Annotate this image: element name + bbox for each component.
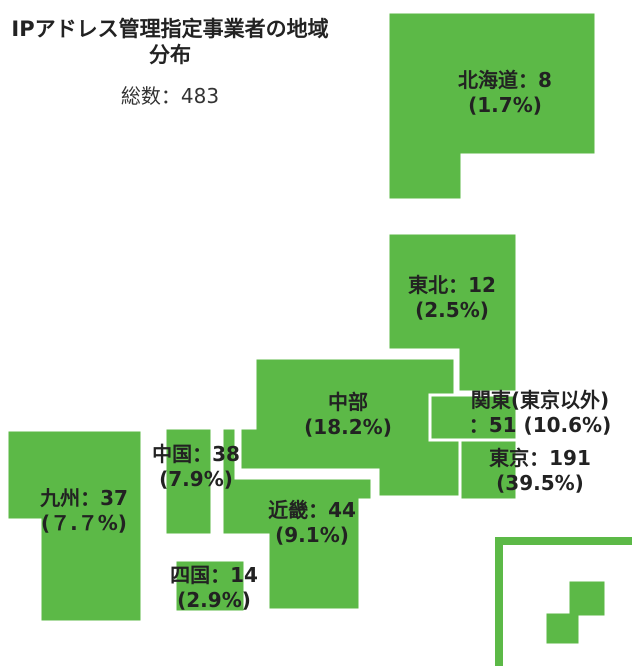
label-line: (７.７%) [41, 511, 127, 535]
label-line: 東京：191 [489, 446, 591, 470]
label-line: (1.7%) [468, 93, 542, 117]
kyushu [5, 428, 144, 624]
title: IPアドレス管理指定事業者の地域分布 [11, 17, 329, 67]
label-line: (2.9%) [177, 588, 251, 612]
chugoku [163, 426, 214, 537]
region-label: 中国：38 (7.9%) [152, 442, 240, 492]
region-label: 東北：12 (2.5%) [408, 273, 496, 323]
label-line: 中部 [327, 390, 368, 414]
label-line: ：51 (10.6%) [468, 413, 612, 437]
region-label: 中部 (18.2%) [304, 390, 392, 440]
label-line: (9.1%) [275, 523, 349, 547]
region-label: 北海道：8 (1.7%) [458, 68, 552, 118]
label-line: 関東(東京以外) [470, 388, 610, 412]
chubu [238, 356, 462, 499]
region-label: 東京：191 (39.5%) [489, 446, 591, 496]
label-line: (18.2%) [304, 415, 392, 439]
label-line: 中国：38 [152, 442, 240, 466]
okinawa-frame [495, 537, 632, 666]
label-line: 九州：37 [40, 486, 128, 510]
subtitle: 総数：483 [120, 84, 220, 108]
okinawa [543, 578, 608, 647]
tohoku [386, 231, 519, 394]
label-line: 北海道：8 [458, 68, 552, 92]
label-line: 四国：14 [170, 563, 258, 587]
region-label: 関東(東京以外) ：51 (10.6%) [469, 388, 611, 438]
region-label: 近畿：44 (9.1%) [268, 498, 356, 548]
region-label: 九州：37 (７.７%) [40, 486, 128, 536]
hokkaido [386, 10, 598, 202]
label-line: 東北：12 [408, 273, 496, 297]
label-line: 近畿：44 [268, 498, 356, 522]
label-line: (2.5%) [415, 298, 489, 322]
label-line: (7.9%) [159, 467, 233, 491]
shikoku [173, 558, 247, 614]
label-line: (39.5%) [496, 471, 584, 495]
kinki [220, 426, 374, 612]
region-label: 四国：14 (2.9%) [170, 563, 258, 613]
